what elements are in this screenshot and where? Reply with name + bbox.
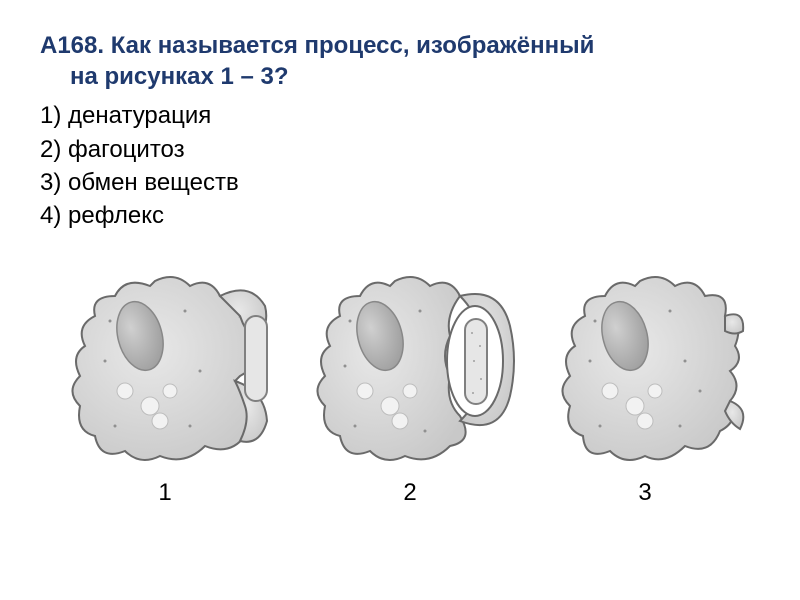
- amoeba-svg-1: [55, 261, 275, 471]
- options-list: 1) денатурация 2) фагоцитоз 3) обмен вещ…: [40, 100, 760, 231]
- figure-label-2: 2: [403, 479, 416, 507]
- question-prefix: А168.: [40, 32, 111, 59]
- amoeba-svg-2: [300, 261, 520, 471]
- amoeba-svg-3: [545, 261, 745, 471]
- option-num: 1): [40, 102, 61, 129]
- option-3: 3) обмен веществ: [40, 167, 760, 198]
- question-block: А168. Как называется процесс, изображённ…: [40, 30, 760, 231]
- option-text: рефлекс: [61, 202, 164, 229]
- option-num: 2): [40, 136, 61, 163]
- diagram-area: 1: [40, 261, 760, 507]
- option-text: обмен веществ: [61, 169, 238, 196]
- figure-label-3: 3: [638, 479, 651, 507]
- figure-label-1: 1: [158, 479, 171, 507]
- question-line2: на рисунках 1 – 3?: [40, 61, 760, 92]
- option-text: денатурация: [61, 102, 211, 129]
- question-line1: Как называется процесс, изображённый: [111, 32, 595, 59]
- option-4: 4) рефлекс: [40, 200, 760, 231]
- option-1: 1) денатурация: [40, 100, 760, 131]
- option-num: 4): [40, 202, 61, 229]
- figure-2: 2: [300, 261, 520, 507]
- figure-3: 3: [545, 261, 745, 507]
- question-title: А168. Как называется процесс, изображённ…: [40, 30, 760, 92]
- option-num: 3): [40, 169, 61, 196]
- figure-1: 1: [55, 261, 275, 507]
- option-text: фагоцитоз: [61, 136, 184, 163]
- option-2: 2) фагоцитоз: [40, 134, 760, 165]
